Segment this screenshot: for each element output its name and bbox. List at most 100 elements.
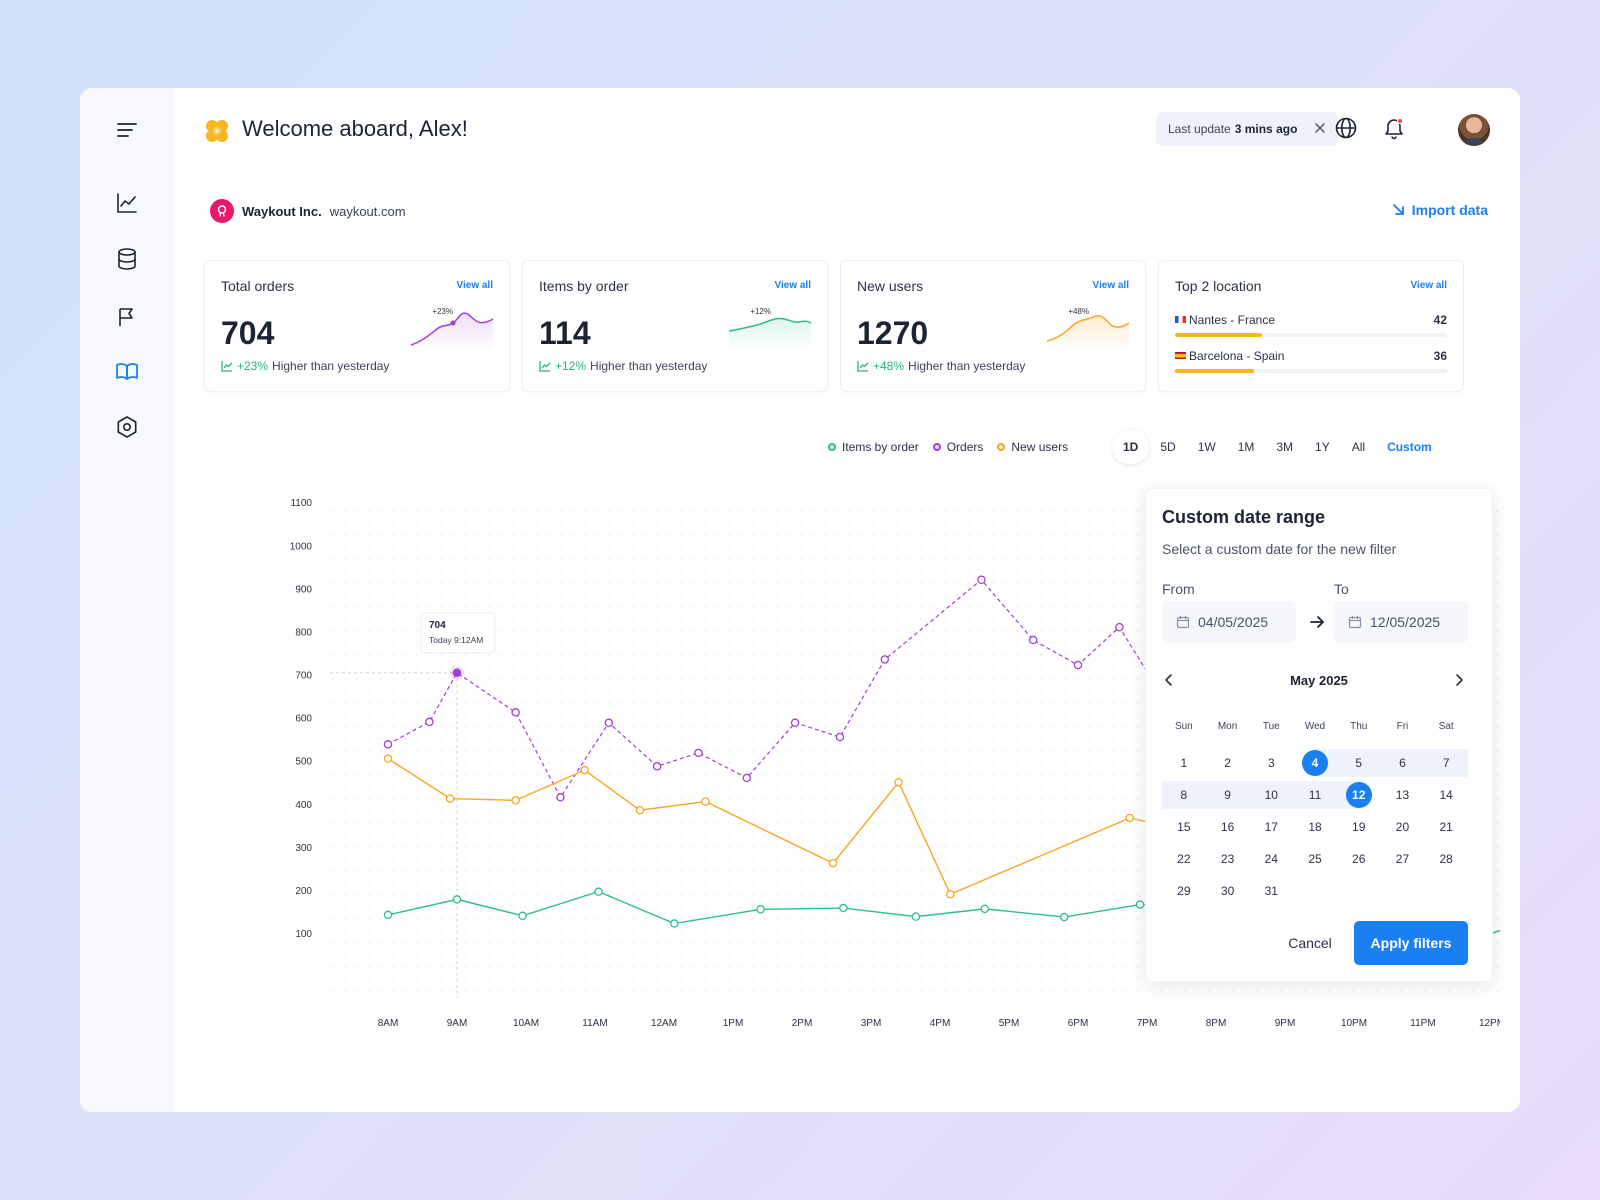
calendar-day[interactable]: 30	[1206, 877, 1250, 905]
range-1m[interactable]: 1M	[1237, 440, 1255, 454]
calendar-day[interactable]: 20	[1381, 813, 1425, 841]
to-date-field[interactable]: 12/05/2025	[1334, 601, 1468, 643]
day-label: 21	[1439, 820, 1453, 834]
bell-icon[interactable]	[1382, 116, 1406, 140]
calendar-day[interactable]: 8	[1162, 781, 1206, 809]
location-value: 42	[1433, 313, 1447, 327]
calendar-day[interactable]: 17	[1249, 813, 1293, 841]
calendar-empty	[1293, 877, 1337, 905]
legend-item[interactable]: New users	[997, 440, 1068, 454]
calendar-day[interactable]: 12	[1336, 781, 1381, 809]
avatar[interactable]	[1458, 114, 1490, 146]
spark-label: +23%	[432, 307, 453, 316]
chevron-left-icon[interactable]	[1160, 671, 1178, 689]
calendar-day[interactable]: 21	[1424, 813, 1468, 841]
calendar-day[interactable]: 1	[1162, 749, 1206, 777]
legend-item[interactable]: Orders	[932, 440, 984, 454]
calendar-day[interactable]: 28	[1424, 845, 1468, 873]
calendar-day[interactable]: 10	[1249, 781, 1294, 809]
calendar-day[interactable]: 27	[1381, 845, 1425, 873]
sparkline-items	[728, 317, 812, 351]
cancel-button[interactable]: Cancel	[1270, 921, 1350, 965]
day-label: 11	[1308, 788, 1322, 802]
calendar-day[interactable]: 11	[1293, 781, 1337, 809]
calendar-day[interactable]: 4	[1293, 749, 1337, 777]
x-tick-label: 11PM	[1410, 1018, 1435, 1029]
legend-label: Items by order	[842, 440, 919, 454]
chart-icon[interactable]	[113, 189, 141, 217]
range-3m[interactable]: 3M	[1276, 440, 1294, 454]
y-tick-label: 900	[295, 584, 312, 595]
card-items-by-order: Items by order View all 114 +12% +12% Hi…	[522, 260, 828, 392]
import-data-link[interactable]: Import data	[1392, 202, 1488, 218]
calendar-day[interactable]: 15	[1162, 813, 1206, 841]
data-point	[445, 794, 455, 803]
range-5d[interactable]: 5D	[1160, 440, 1176, 454]
day-label: 31	[1264, 884, 1278, 898]
legend-label: New users	[1011, 440, 1069, 454]
y-tick-label: 1000	[290, 541, 313, 552]
legend-item[interactable]: Items by order	[828, 440, 919, 454]
calendar-day[interactable]: 5	[1336, 749, 1381, 777]
calendar-day[interactable]: 22	[1162, 845, 1206, 873]
card-value: 114	[539, 315, 591, 351]
data-point	[604, 718, 614, 728]
day-label: 14	[1439, 788, 1453, 802]
chart-tooltip: 704 Today 9:12AM	[420, 612, 496, 654]
calendar-day[interactable]: 14	[1424, 781, 1468, 809]
flag-icon[interactable]	[113, 303, 141, 331]
from-date-field[interactable]: 04/05/2025	[1162, 601, 1296, 643]
chevron-right-icon[interactable]	[1450, 671, 1468, 689]
calendar-day[interactable]: 19	[1337, 813, 1381, 841]
day-label: 5	[1355, 756, 1363, 770]
calendar-icon	[1176, 616, 1190, 629]
range-1d[interactable]: 1D	[1112, 430, 1150, 464]
globe-icon[interactable]	[1334, 116, 1358, 140]
range-1y[interactable]: 1Y	[1315, 440, 1330, 454]
range-custom[interactable]: Custom	[1387, 440, 1432, 454]
calendar-day[interactable]: 18	[1293, 813, 1337, 841]
calendar-day[interactable]: 24	[1249, 845, 1293, 873]
legend-label: Orders	[946, 440, 984, 454]
data-point	[742, 773, 752, 783]
x-tick-label: 10PM	[1341, 1018, 1367, 1029]
close-icon[interactable]	[1312, 120, 1328, 136]
calendar-day[interactable]: 3	[1249, 749, 1293, 777]
calendar-day[interactable]: 9	[1205, 781, 1250, 809]
calendar-day[interactable]: 2	[1206, 749, 1250, 777]
calendar-day[interactable]: 31	[1249, 877, 1293, 905]
data-point	[756, 905, 765, 914]
arrow-right-icon	[1310, 616, 1324, 628]
x-tick-label: 10AM	[513, 1018, 539, 1029]
view-all-link[interactable]: View all	[456, 280, 493, 291]
calendar-day[interactable]: 26	[1337, 845, 1381, 873]
weekday-label: Mon	[1217, 721, 1238, 732]
to-label: To	[1334, 581, 1349, 597]
calendar-day[interactable]: 7	[1424, 749, 1469, 777]
range-all[interactable]: All	[1351, 440, 1366, 454]
calendar-day[interactable]: 29	[1162, 877, 1206, 905]
calendar-day[interactable]: 23	[1206, 845, 1250, 873]
view-all-link[interactable]: View all	[774, 280, 811, 291]
settings-icon[interactable]	[113, 413, 141, 441]
day-label: 28	[1439, 852, 1453, 866]
day-label: 13	[1395, 788, 1410, 802]
view-all-link[interactable]: View all	[1410, 280, 1447, 291]
x-tick-label: 12AM	[651, 1018, 677, 1029]
card-sub-text: Higher than yesterday	[908, 359, 1026, 373]
calendar-day[interactable]: 13	[1381, 781, 1425, 809]
apply-filters-button[interactable]: Apply filters	[1354, 921, 1468, 965]
calendar-day[interactable]: 6	[1380, 749, 1425, 777]
data-point	[1135, 900, 1145, 909]
day-label: 7	[1442, 756, 1450, 770]
book-icon[interactable]	[113, 358, 141, 386]
x-tick-label: 9PM	[1275, 1018, 1296, 1029]
calendar-day[interactable]: 16	[1206, 813, 1250, 841]
day-label: 25	[1308, 852, 1322, 866]
database-icon[interactable]	[113, 245, 141, 273]
menu-icon[interactable]	[113, 116, 141, 144]
view-all-link[interactable]: View all	[1092, 280, 1129, 291]
calendar-day[interactable]: 25	[1293, 845, 1337, 873]
day-label: 19	[1352, 820, 1366, 834]
range-1w[interactable]: 1W	[1197, 440, 1216, 454]
